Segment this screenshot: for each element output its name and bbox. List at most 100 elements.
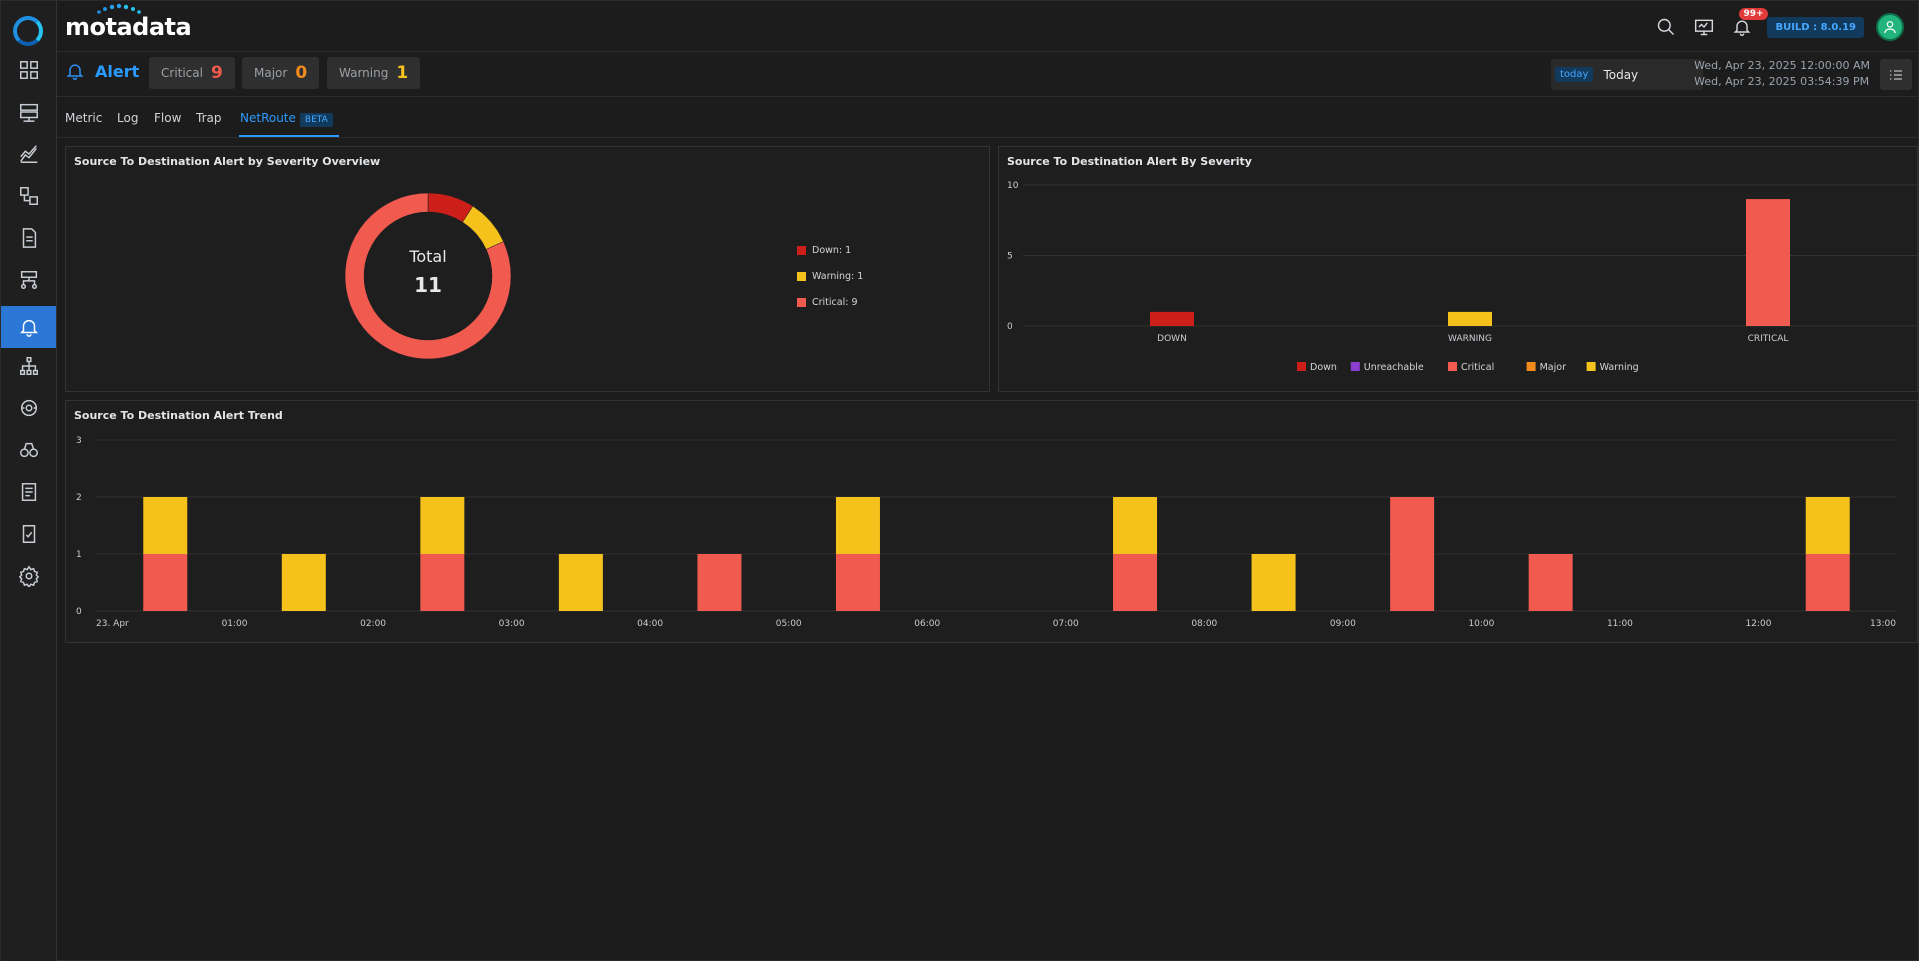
tab-netroute-label: NetRoute <box>240 111 296 125</box>
legend-swatch-down <box>1297 362 1306 371</box>
severity-chip-label: Major <box>254 66 288 80</box>
severity-bar-chart: 0 5 10 DOWN WARNING CRITICAL Down Unreachable Cr… <box>1007 181 1917 373</box>
legend-item-down[interactable]: Down: 1 <box>797 245 851 256</box>
tab-netroute[interactable]: NetRoute BETA <box>240 111 333 127</box>
tab-log[interactable]: Log <box>117 111 139 125</box>
inventory-icon[interactable] <box>1 93 56 131</box>
bar-warning-0230 <box>420 497 465 554</box>
tab-flow[interactable]: Flow <box>154 111 182 125</box>
x-tick-label: 04:00 <box>637 619 663 629</box>
x-tick-label: 13:00 <box>1870 619 1896 629</box>
legend-label: Warning: 1 <box>812 271 864 282</box>
settings-icon[interactable] <box>1 557 56 595</box>
alert-title: Alert <box>65 61 139 81</box>
legend-swatch-critical <box>1448 362 1457 371</box>
user-avatar[interactable] <box>1876 13 1904 41</box>
notification-bell-icon[interactable]: 99+ <box>1729 8 1768 40</box>
page-title: Alert <box>95 61 140 81</box>
legend-swatch-warning <box>1586 362 1596 371</box>
range-start: Wed, Apr 23, 2025 12:00:00 AM <box>1694 59 1870 72</box>
date-range: Wed, Apr 23, 2025 12:00:00 AM Wed, Apr 2… <box>1694 58 1870 90</box>
bar-warning <box>1448 311 1492 326</box>
bar-critical-0730 <box>1113 554 1158 611</box>
x-tick-label: 05:00 <box>776 619 802 629</box>
explorer-icon[interactable] <box>1 431 56 469</box>
bar-warning-0830 <box>1251 554 1296 611</box>
legend-label-unreachable: Unreachable <box>1364 362 1424 373</box>
x-tick-label: 07:00 <box>1053 619 1079 629</box>
severity-chip-warning[interactable]: Warning 1 <box>327 57 421 89</box>
bar-critical <box>1746 199 1790 326</box>
alert-header: Alert Critical 9 Major 0 Warning 1 today… <box>57 53 1918 97</box>
x-tick-label: 01:00 <box>222 619 248 629</box>
motadata-logo[interactable]: motadata <box>65 13 192 41</box>
network-icon[interactable] <box>1 347 56 385</box>
app-logo-icon[interactable] <box>13 16 43 46</box>
audit-icon[interactable] <box>1 515 56 553</box>
x-tick-label: 11:00 <box>1607 619 1633 629</box>
panel-title: Source To Destination Alert by Severity … <box>74 155 381 168</box>
legend-item-warning[interactable]: Warning: 1 <box>797 271 863 282</box>
monitor-icon[interactable] <box>1691 14 1717 40</box>
bar-warning-0130 <box>281 554 326 611</box>
bar-critical-0030 <box>143 554 188 611</box>
donut-slice-critical <box>344 192 512 360</box>
tab-metric[interactable]: Metric <box>65 111 103 125</box>
x-tick-label: 12:00 <box>1745 619 1771 629</box>
build-badge: BUILD : 8.0.19 <box>1767 16 1864 38</box>
y-tick-label: 3 <box>76 436 82 446</box>
legend-swatch <box>797 272 806 281</box>
dashboard-icon[interactable] <box>1 51 56 89</box>
legend-label-warning: Warning <box>1600 362 1639 373</box>
legend-label-down: Down <box>1310 362 1337 373</box>
severity-chip-count: 1 <box>396 63 409 83</box>
legend-label: Critical: 9 <box>812 297 858 308</box>
x-tick-label: 02:00 <box>360 619 386 629</box>
logo-dots-icon <box>97 3 141 14</box>
bar-warning-0030 <box>143 497 188 554</box>
bar-critical-0530 <box>835 554 880 611</box>
severity-chip-critical[interactable]: Critical 9 <box>149 57 235 89</box>
tab-bar: Metric Log Flow Trap NetRoute BETA <box>57 98 1918 138</box>
bar-critical-1230 <box>1805 554 1850 611</box>
tab-trap[interactable]: Trap <box>196 111 222 125</box>
x-tick-label: WARNING <box>1448 334 1492 344</box>
by-severity-panel: Source To Destination Alert By Severity … <box>998 146 1918 392</box>
x-tick-label: CRITICAL <box>1748 334 1789 344</box>
notification-count-badge: 99+ <box>1739 8 1768 20</box>
log-icon[interactable] <box>1 219 56 257</box>
netroute-icon[interactable] <box>1 389 56 427</box>
topology-icon[interactable] <box>1 177 56 215</box>
list-menu-button[interactable] <box>1880 59 1912 90</box>
metric-explorer-icon[interactable] <box>1 135 56 173</box>
severity-chip-major[interactable]: Major 0 <box>242 57 320 89</box>
search-icon[interactable] <box>1653 14 1679 40</box>
y-tick-label: 10 <box>1007 181 1019 191</box>
donut-center-value: 11 <box>414 273 442 297</box>
bar-down <box>1150 311 1194 326</box>
x-tick-label: 08:00 <box>1191 619 1217 629</box>
flow-icon[interactable] <box>1 261 56 299</box>
bar-warning-0730 <box>1113 497 1158 554</box>
timeline-tag: today <box>1555 67 1594 82</box>
trend-chart: 0 1 2 3 23. Apr 01:00 02:00 03:00 04:00 05:00 06:0… <box>76 436 1897 629</box>
severity-chip-label: Warning <box>339 66 389 80</box>
x-tick-label: 10:00 <box>1468 619 1494 629</box>
bar-critical-0230 <box>420 554 465 611</box>
legend-item-critical[interactable]: Critical: 9 <box>797 297 858 308</box>
legend-label-major: Major <box>1540 362 1566 373</box>
beta-badge: BETA <box>299 113 333 127</box>
legend-swatch-unreachable <box>1350 362 1360 371</box>
report-icon[interactable] <box>1 473 56 511</box>
bar-warning-0530 <box>835 497 880 554</box>
severity-chip-count: 0 <box>295 63 308 83</box>
alert-icon[interactable] <box>1 306 56 348</box>
severity-chip-label: Critical <box>161 66 203 80</box>
donut-center-label: Total <box>408 247 446 266</box>
timeline-value: Today <box>1603 67 1639 82</box>
donut-slice-warning <box>462 205 504 250</box>
timeline-select[interactable]: today Today <box>1551 59 1703 90</box>
x-tick-label: DOWN <box>1157 334 1187 344</box>
trend-panel: Source To Destination Alert Trend 0 1 2 3 23… <box>65 400 1918 643</box>
